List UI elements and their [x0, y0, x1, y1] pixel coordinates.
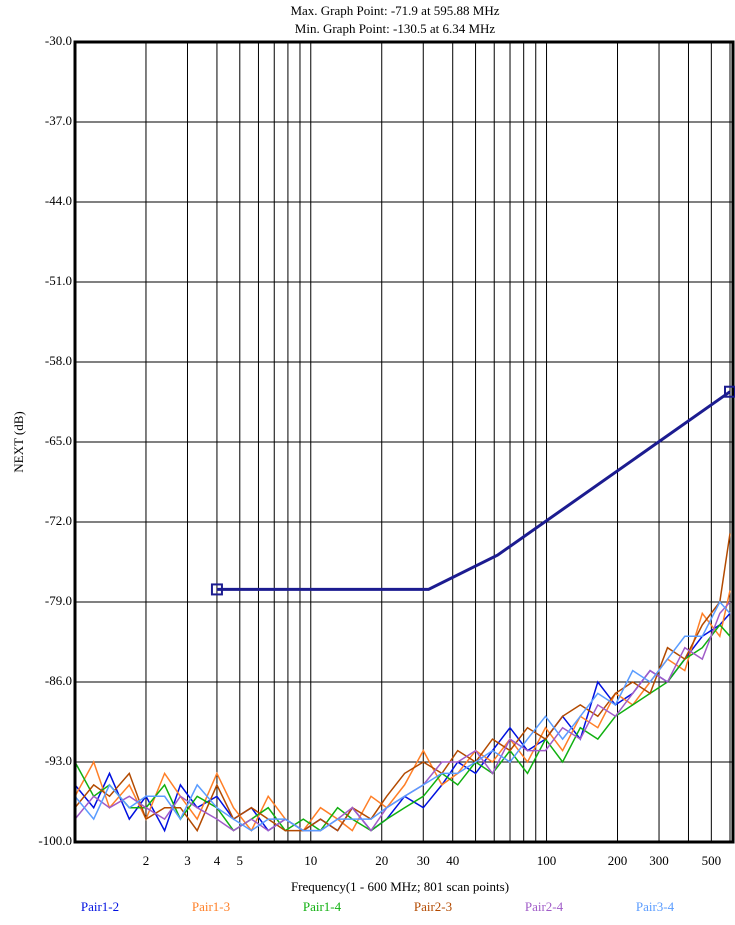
limit-endpoint — [210, 583, 223, 596]
x-tick-label: 100 — [537, 853, 557, 868]
legend-entry: Pair1-4 — [303, 899, 342, 914]
x-tick-label: 200 — [608, 853, 628, 868]
y-tick-label: -93.0 — [45, 753, 72, 768]
x-tick-label: 5 — [237, 853, 244, 868]
x-tick-label: 20 — [375, 853, 388, 868]
chart-title: Max. Graph Point: -71.9 at 595.88 MHz — [290, 3, 499, 18]
legend-entry: Pair2-3 — [414, 899, 452, 914]
y-tick-label: -51.0 — [45, 273, 72, 288]
limit-line — [216, 390, 731, 591]
x-tick-label: 500 — [702, 853, 722, 868]
y-tick-label: -79.0 — [45, 593, 72, 608]
x-tick-label: 10 — [304, 853, 317, 868]
limit-endpoint — [724, 385, 735, 398]
series-line — [75, 600, 731, 832]
plot-area — [75, 390, 731, 833]
x-tick-label: 4 — [214, 853, 221, 868]
x-axis-label: Frequency(1 - 600 MHz; 801 scan points) — [291, 879, 509, 894]
y-tick-label: -72.0 — [45, 513, 72, 528]
series-line — [75, 623, 731, 832]
y-tick-label: -86.0 — [45, 673, 72, 688]
legend-entry: Pair1-3 — [192, 899, 230, 914]
x-tick-label: 300 — [649, 853, 669, 868]
y-tick-label: -44.0 — [45, 193, 72, 208]
chart-subtitle: Min. Graph Point: -130.5 at 6.34 MHz — [295, 21, 496, 36]
x-tick-label: 30 — [417, 853, 430, 868]
x-tick-label: 3 — [184, 853, 191, 868]
series-line — [75, 533, 731, 833]
series-line — [75, 601, 731, 832]
y-tick-label: -30.0 — [45, 33, 72, 48]
y-axis-label: NEXT (dB) — [11, 411, 26, 473]
series-line — [75, 590, 731, 833]
y-tick-label: -37.0 — [45, 113, 72, 128]
legend-entry: Pair2-4 — [525, 899, 564, 914]
y-tick-label: -65.0 — [45, 433, 72, 448]
legend-entry: Pair3-4 — [636, 899, 675, 914]
grid — [75, 41, 733, 843]
legend-entry: Pair1-2 — [81, 899, 119, 914]
x-tick-label: 40 — [446, 853, 459, 868]
y-tick-label: -58.0 — [45, 353, 72, 368]
x-tick-label: 2 — [143, 853, 150, 868]
plot-border — [73, 40, 735, 844]
labels: -100.0 -93.0 -86.0 -79.0 -72.0 -65.0 -58.0 -51.… — [38, 33, 721, 914]
y-tick-label: -100.0 — [38, 833, 72, 848]
